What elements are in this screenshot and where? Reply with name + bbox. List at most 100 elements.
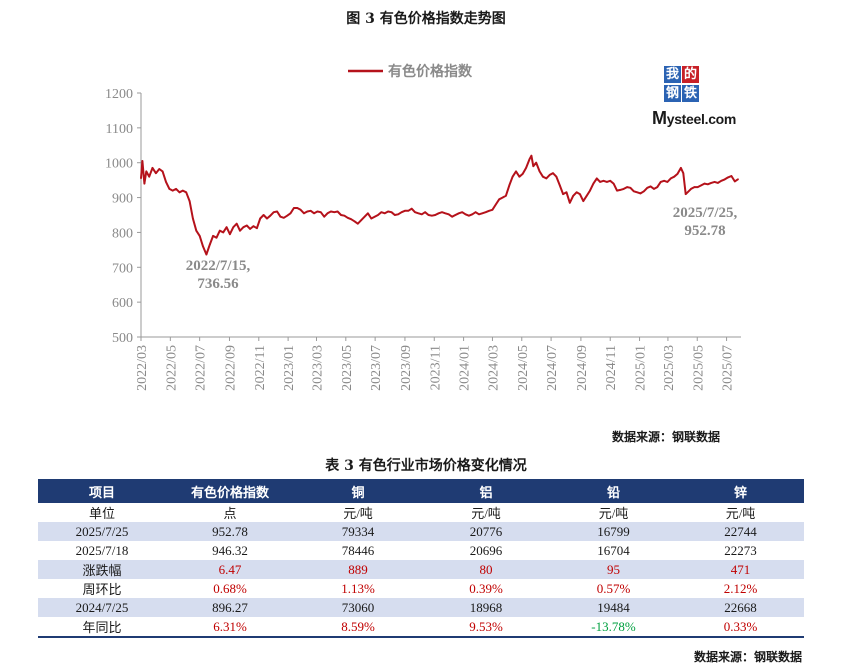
data-point bbox=[508, 184, 511, 187]
data-point bbox=[495, 203, 497, 206]
data-point bbox=[530, 154, 533, 157]
table-cell: 0.68% bbox=[213, 580, 247, 596]
table-cell: 22273 bbox=[724, 542, 757, 558]
data-point bbox=[481, 212, 484, 215]
table-row: 涨跌幅 6.47 889 80 95 471 bbox=[38, 560, 804, 579]
table-cell: 20776 bbox=[422, 522, 550, 541]
data-point bbox=[316, 210, 319, 213]
data-point bbox=[239, 229, 241, 232]
data-point bbox=[320, 211, 322, 213]
data-point bbox=[471, 213, 474, 216]
data-point bbox=[484, 211, 487, 213]
logo-char: 铁 bbox=[682, 85, 699, 102]
data-point bbox=[434, 214, 437, 216]
data-point bbox=[326, 212, 329, 215]
data-point bbox=[579, 193, 581, 195]
data-point bbox=[572, 195, 574, 197]
data-point bbox=[421, 213, 423, 216]
data-point bbox=[521, 173, 524, 175]
data-point bbox=[407, 210, 410, 212]
table-cell: 18968 bbox=[422, 598, 550, 617]
data-point bbox=[649, 185, 652, 188]
table-header-cell: 铝 bbox=[422, 479, 550, 503]
data-point bbox=[666, 181, 669, 183]
data-point bbox=[542, 175, 544, 178]
data-point bbox=[185, 191, 187, 194]
data-point bbox=[656, 186, 659, 188]
y-tick-label: 700 bbox=[112, 261, 133, 276]
y-axis: 500 600 700 800 900 1000 1100 1200 bbox=[105, 87, 142, 346]
data-point bbox=[350, 218, 352, 220]
data-point bbox=[633, 190, 635, 193]
annotation-label: 2022/7/15, bbox=[186, 258, 251, 274]
data-point bbox=[309, 210, 312, 212]
data-point bbox=[299, 209, 302, 211]
data-point bbox=[296, 207, 299, 209]
table-cell: 2025/7/25 bbox=[38, 522, 166, 541]
data-point bbox=[242, 226, 245, 228]
data-point bbox=[417, 212, 420, 215]
data-point bbox=[397, 213, 400, 216]
data-point bbox=[303, 212, 305, 215]
x-axis: 2022/03 2022/05 2022/07 2022/09 2022/11 2023/… bbox=[135, 336, 741, 391]
data-point bbox=[212, 235, 214, 237]
x-tick-label: 2023/05 bbox=[340, 345, 355, 391]
data-point bbox=[252, 225, 255, 227]
data-point bbox=[622, 188, 625, 190]
table-cell: 80 bbox=[422, 560, 550, 579]
data-point bbox=[673, 175, 675, 178]
data-point bbox=[710, 182, 712, 184]
data-point bbox=[525, 167, 527, 169]
x-tick-label: 2023/07 bbox=[369, 345, 384, 391]
data-point bbox=[535, 161, 537, 164]
data-point bbox=[643, 190, 645, 193]
data-point bbox=[626, 186, 628, 188]
table-cell: 16799 bbox=[550, 522, 677, 541]
table-header-cell: 锌 bbox=[677, 479, 804, 503]
data-point bbox=[562, 193, 564, 195]
data-point bbox=[713, 181, 716, 183]
data-point bbox=[505, 195, 507, 197]
data-point bbox=[639, 192, 642, 195]
annotation-label: 952.78 bbox=[684, 223, 725, 239]
data-point bbox=[653, 188, 655, 190]
data-point bbox=[670, 177, 672, 180]
data-point bbox=[730, 175, 733, 177]
data-point bbox=[478, 213, 480, 216]
data-point bbox=[360, 219, 363, 221]
data-point bbox=[272, 211, 275, 213]
chart-legend: 有色价格指数 bbox=[348, 63, 473, 80]
data-point bbox=[336, 210, 339, 213]
table-header-cell: 项目 bbox=[38, 479, 166, 503]
data-point bbox=[528, 158, 531, 160]
x-tick-label: 2023/01 bbox=[282, 345, 297, 391]
data-point bbox=[498, 198, 501, 201]
data-point bbox=[676, 173, 679, 175]
data-point bbox=[616, 189, 618, 192]
data-point bbox=[441, 211, 443, 213]
x-tick-label: 2022/05 bbox=[164, 345, 179, 391]
data-point bbox=[225, 226, 228, 228]
data-point bbox=[646, 187, 649, 189]
data-point bbox=[468, 214, 470, 217]
table-row: 2025/7/18 946.32 78446 20696 16704 22273 bbox=[38, 541, 804, 560]
data-point bbox=[198, 235, 201, 237]
annotation-label: 2025/7/25, bbox=[673, 205, 738, 221]
data-point bbox=[612, 182, 615, 185]
data-point bbox=[148, 175, 150, 178]
data-point bbox=[205, 253, 208, 256]
data-point bbox=[377, 214, 379, 216]
logo-char: 的 bbox=[682, 66, 699, 83]
data-point bbox=[215, 236, 218, 239]
data-point bbox=[202, 245, 204, 248]
table-cell: 0.57% bbox=[596, 580, 631, 596]
data-point bbox=[195, 229, 198, 232]
table-cell: 946.32 bbox=[212, 542, 248, 558]
data-point bbox=[259, 217, 262, 220]
data-point bbox=[276, 210, 278, 213]
data-point bbox=[737, 178, 739, 180]
data-point bbox=[283, 217, 285, 219]
table-cell: 78446 bbox=[341, 542, 375, 558]
x-tick-label: 2025/07 bbox=[721, 345, 736, 391]
y-tick-label: 900 bbox=[112, 192, 133, 207]
